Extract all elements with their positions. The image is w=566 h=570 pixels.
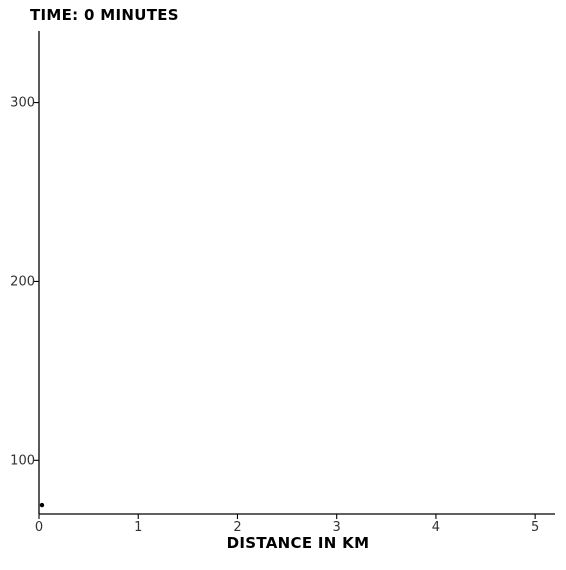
x-axis-label: DISTANCE IN KM: [227, 534, 370, 552]
y-tick-label: 100: [10, 453, 35, 468]
x-tick-label: 5: [531, 520, 539, 535]
x-tick-label: 0: [35, 520, 43, 535]
data-point: [39, 502, 45, 508]
plot-area: 0 1 2 3 4 5 100 200 300: [10, 31, 555, 535]
x-tick-label: 1: [134, 520, 142, 535]
data-points: [39, 502, 45, 508]
x-tick-label: 3: [333, 520, 341, 535]
y-axis-ticks: 100 200 300: [10, 96, 39, 468]
x-tick-label: 2: [233, 520, 241, 535]
y-tick-label: 300: [10, 96, 35, 111]
x-axis-ticks: 0 1 2 3 4 5: [35, 514, 539, 535]
x-tick-label: 4: [432, 520, 440, 535]
y-tick-label: 200: [10, 274, 35, 289]
chart-title: TIME: 0 MINUTES: [30, 6, 179, 24]
